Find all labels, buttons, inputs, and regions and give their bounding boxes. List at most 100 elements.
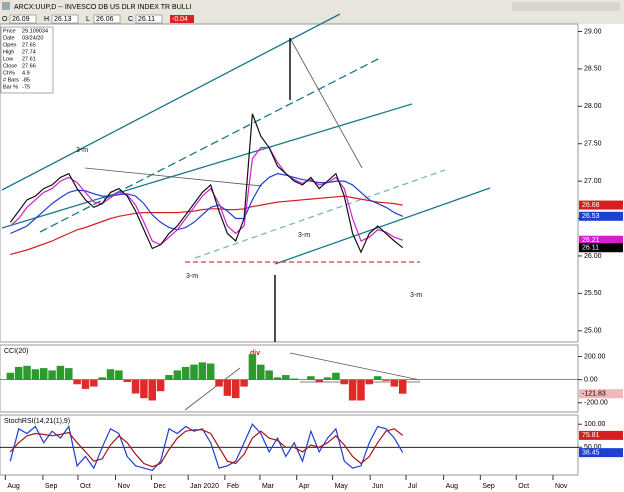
cci-bar (140, 379, 148, 399)
x-tick-label: Feb (227, 483, 239, 490)
cci-bar (73, 379, 81, 385)
cci-bar (156, 379, 165, 392)
series-line (9, 423, 404, 472)
channel-line (1, 13, 341, 191)
quote-bar: O 26.09 H 26.13 L 26.06 C 26.11 -0.04 (2, 14, 194, 24)
info-label: Open (3, 42, 16, 48)
cci-bar (23, 365, 31, 380)
annotation: 3-m (410, 292, 422, 299)
cci-bar (206, 363, 215, 380)
info-label: Price (3, 28, 16, 34)
cci-bar (115, 370, 123, 380)
last-value: -121.83 (582, 391, 606, 398)
cci-bar (215, 379, 223, 387)
cci-bar (282, 375, 290, 380)
last-value-box (579, 211, 623, 221)
series-line (9, 113, 404, 254)
info-label: Low (3, 56, 13, 62)
cci-bar (148, 379, 157, 401)
cci-bar (131, 379, 140, 394)
cci-bar (248, 354, 257, 380)
quote-value: 26.06 (96, 16, 114, 23)
cci-bar (382, 379, 390, 381)
info-value: 27.66 (22, 63, 36, 69)
cci-bar (56, 365, 65, 380)
channel-line (1, 103, 413, 229)
y-tick-label: 28.00 (584, 103, 602, 110)
info-frame (0, 26, 54, 94)
info-label: # Bars (3, 77, 19, 83)
cci-bar (14, 366, 23, 380)
x-tick-label: Aug (7, 483, 20, 490)
y-tick-label: 29.00 (584, 28, 602, 35)
cci-bar (323, 377, 332, 380)
quote-value: 26.13 (54, 16, 72, 23)
quote-box (93, 14, 121, 24)
y-tick-label: 50.00 (584, 444, 602, 451)
last-value-box (579, 200, 623, 210)
y-tick-label: 0.00 (584, 376, 598, 383)
info-label: Bar % (3, 84, 18, 90)
cci-bar (273, 377, 282, 380)
cci-bar (181, 366, 190, 380)
y-tick-label: 27.50 (584, 141, 602, 148)
trend-line (289, 352, 421, 381)
info-value: 27.65 (22, 42, 36, 48)
quote-label: C (128, 16, 133, 23)
trend-line (289, 37, 363, 169)
cci-bar (231, 379, 240, 399)
quote-label: L (86, 16, 90, 23)
x-tick-label: Aug (446, 483, 459, 490)
chart-title: ARCX:UUP,D -- INVESCO DB US DLR INDEX TR… (14, 4, 192, 11)
menu-icon[interactable] (2, 2, 10, 10)
annotation: 3-m (186, 273, 198, 280)
cci-bar (290, 378, 298, 380)
panel-title: StochRSI(14,21(1),9) (4, 418, 70, 425)
last-value: 26.68 (582, 202, 600, 209)
x-tick-label: Nov (555, 483, 568, 490)
channel-line (194, 169, 446, 259)
info-label: Date (3, 35, 15, 41)
price-panel (0, 23, 579, 343)
cci-bar (332, 372, 340, 380)
x-tick-label: Jun (372, 483, 383, 490)
cci-bar (98, 377, 106, 380)
cci-bar (190, 364, 198, 380)
x-tick-label: Dec (153, 483, 166, 490)
cci-bar (265, 370, 273, 380)
annotation: 3-m (298, 232, 310, 239)
x-tick-label: May (335, 483, 349, 490)
series-line (10, 195, 403, 256)
last-value-box (579, 389, 623, 399)
x-tick-label: Sep (45, 483, 58, 490)
x-tick-label: Nov (118, 483, 131, 490)
cci-bar (340, 379, 349, 385)
cci-bar (6, 372, 15, 380)
change-box (170, 15, 194, 23)
cci-bar (357, 379, 365, 401)
info-value: -85 (22, 77, 30, 83)
info-value: 27.61 (22, 56, 36, 62)
x-tick-label: Oct (518, 483, 529, 490)
series-line (9, 146, 403, 246)
cci-bar (315, 379, 323, 382)
window-buttons[interactable] (512, 2, 620, 11)
x-tick-label: Oct (80, 483, 91, 490)
quote-value: 26.09 (12, 16, 30, 23)
last-value-box (579, 235, 623, 245)
info-label: High (3, 49, 14, 55)
trend-line (184, 367, 241, 411)
cci-bar (198, 362, 207, 380)
change-value: -0.04 (172, 16, 188, 23)
cci-bar (90, 379, 98, 387)
quote-value: 26.11 (138, 16, 155, 23)
cci-bar (348, 379, 357, 401)
cci-bar (390, 379, 399, 387)
trend-lines (1, 13, 491, 411)
quote-box (51, 14, 79, 24)
info-value: 03/24/20 (22, 35, 43, 41)
last-value: 26.21 (582, 237, 600, 244)
channel-line (274, 187, 491, 265)
cci-bar (39, 368, 48, 380)
